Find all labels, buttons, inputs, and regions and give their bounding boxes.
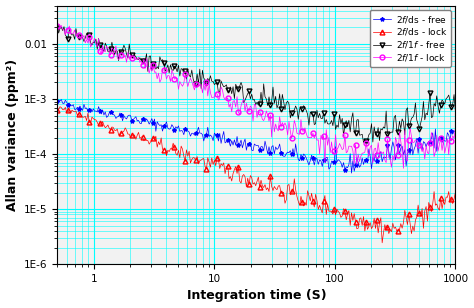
$2f$/ds - free [453,130,458,133]
$2f$/$1f$ - free [300,107,305,111]
$2f$/$1f$ - lock [453,127,458,130]
$2f$/$1f$ - free [292,108,297,112]
$2f$/ds - lock [453,191,458,194]
$2f$/ds - lock [418,214,424,218]
Line: $2f$/ds - lock: $2f$/ds - lock [55,104,458,245]
Line: $2f$/$1f$ - free: $2f$/$1f$ - free [55,24,458,145]
X-axis label: Integration time (S): Integration time (S) [187,290,326,302]
$2f$/$1f$ - free [56,31,62,35]
$2f$/ds - free [300,156,305,160]
$2f$/ds - free [392,158,398,162]
$2f$/$1f$ - free [392,113,398,117]
$2f$/$1f$ - free [55,26,60,30]
$2f$/$1f$ - free [293,104,299,108]
$2f$/$1f$ - lock [55,25,60,28]
$2f$/$1f$ - free [61,25,67,29]
$2f$/$1f$ - lock [418,144,424,148]
$2f$/ds - lock [392,225,398,229]
$2f$/$1f$ - lock [392,159,397,162]
Line: $2f$/ds - free: $2f$/ds - free [55,97,457,175]
Line: $2f$/$1f$ - lock: $2f$/$1f$ - lock [55,23,458,171]
$2f$/$1f$ - free [453,110,458,113]
$2f$/$1f$ - lock [56,27,62,31]
Y-axis label: Allan variance (ppm²): Allan variance (ppm²) [6,59,18,211]
$2f$/ds - free [292,154,297,158]
$2f$/$1f$ - lock [292,119,297,122]
$2f$/$1f$ - lock [401,167,406,170]
$2f$/ds - lock [55,108,60,111]
$2f$/ds - lock [57,105,63,109]
$2f$/ds - free [418,143,424,147]
$2f$/ds - lock [293,188,299,191]
$2f$/ds - free [293,142,299,146]
$2f$/$1f$ - lock [293,123,299,127]
$2f$/$1f$ - free [418,121,424,125]
$2f$/ds - free [349,171,355,175]
$2f$/ds - free [56,100,62,104]
$2f$/ds - lock [56,107,62,111]
Legend: $2f$/ds - free, $2f$/ds - lock, $2f$/$1f$ - free, $2f$/$1f$ - lock: $2f$/ds - free, $2f$/ds - lock, $2f$/$1f… [370,10,451,67]
$2f$/ds - lock [292,177,297,180]
$2f$/$1f$ - free [361,141,366,144]
$2f$/ds - free [55,99,60,103]
$2f$/$1f$ - lock [58,24,64,27]
$2f$/$1f$ - lock [300,129,305,133]
$2f$/ds - free [58,98,64,101]
$2f$/ds - lock [300,200,305,204]
$2f$/ds - lock [379,241,385,245]
